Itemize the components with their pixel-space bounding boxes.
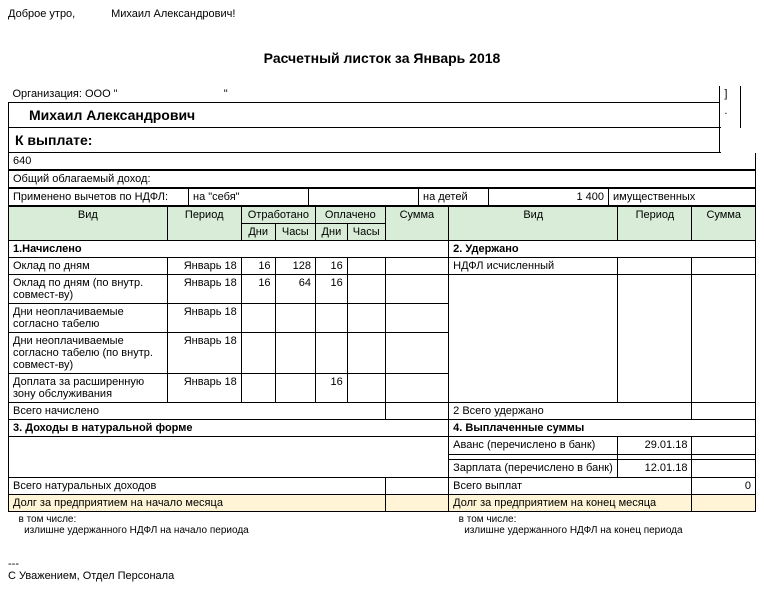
row-odni: 16 <box>241 258 275 275</box>
sect-nach: 1.Начислено <box>9 241 449 258</box>
row-period: Январь 18 <box>167 374 241 403</box>
ndfl-self: на "себя" <box>189 189 309 206</box>
debt-start: Долг за предприятием на начало месяца <box>9 495 386 512</box>
total-vypl-val: 0 <box>692 478 756 495</box>
row-sum <box>385 275 448 304</box>
row-pchasy <box>347 275 385 304</box>
sect-vypl: 4. Выплаченные суммы <box>449 420 756 437</box>
row-pchasy <box>347 258 385 275</box>
ndfl-label: Применено вычетов по НДФЛ: <box>9 189 189 206</box>
ndfl-prop-amount: 1 400 <box>489 189 609 206</box>
greeting-hello: Доброе утро, <box>8 8 108 20</box>
row-pdni: 16 <box>316 258 348 275</box>
debt-ndfl-end: излишне удержанного НДФЛ на конец период… <box>464 525 682 536</box>
row-pdni: 16 <box>316 275 348 304</box>
sect-nat: 3. Доходы в натуральной форме <box>9 420 449 437</box>
row-vid: Оклад по дням <box>9 258 168 275</box>
row-pdni: 16 <box>316 374 348 403</box>
vypl-sum <box>692 460 756 478</box>
vypl-period: 12.01.18 <box>618 460 692 478</box>
total-nat-val <box>385 478 448 495</box>
hdr-pdni: Дни <box>316 224 348 241</box>
debt-ndfl-start: излишне удержанного НДФЛ на начало перио… <box>24 525 249 536</box>
sect-uder: 2. Удержано <box>449 241 756 258</box>
hdr-otrab: Отработано <box>241 207 315 224</box>
ndfl-row: Применено вычетов по НДФЛ: на "себя" на … <box>8 188 756 206</box>
ndfl-prop-label: имущественных <box>609 189 756 206</box>
debt-tom: в том числе: <box>19 514 77 525</box>
hdr-period-l: Период <box>167 207 241 241</box>
document-title: Расчетный листок за Январь 2018 <box>8 50 756 66</box>
debt-end: Долг за предприятием на конец месяца <box>449 495 692 512</box>
ndfl-children: на детей <box>419 189 489 206</box>
row-period: Январь 18 <box>167 304 241 333</box>
row-ochasy: 64 <box>275 275 315 304</box>
taxable-row: Общий облагаемый доход: <box>8 170 756 188</box>
hdr-odni: Дни <box>241 224 275 241</box>
total-uder-val <box>692 403 756 420</box>
hdr-ochasy: Часы <box>275 224 315 241</box>
row-period: Январь 18 <box>167 275 241 304</box>
total-uder: Всего удержано <box>462 405 543 417</box>
hdr-pchasy: Часы <box>347 224 385 241</box>
uder-vid: НДФЛ исчисленный <box>449 258 618 275</box>
uder-sum <box>692 258 756 275</box>
row-odni: 16 <box>241 275 275 304</box>
vypl-sum <box>692 437 756 455</box>
total-vypl: Всего выплат <box>449 478 692 495</box>
debt-tom-r: в том числе: <box>459 514 517 525</box>
hdr-sum-l: Сумма <box>385 207 448 241</box>
greeting: Доброе утро, Михаил Александрович! <box>8 8 756 20</box>
hdr-vid-l: Вид <box>9 207 168 241</box>
row-period: Январь 18 <box>167 258 241 275</box>
row-vid: Оклад по дням (по внутр. совмест-ву) <box>9 275 168 304</box>
hdr-opl: Оплачено <box>316 207 386 224</box>
uder-period <box>618 258 692 275</box>
row-640: 640 <box>9 153 756 170</box>
kvyplate-label: К выплате: <box>15 132 92 148</box>
header-block: Организация: ООО " " ] Михаил Александро… <box>8 86 756 153</box>
row-period: Январь 18 <box>167 333 241 374</box>
hdr-period-r: Период <box>618 207 692 241</box>
vypl-period: 29.01.18 <box>618 437 692 455</box>
row-ochasy: 128 <box>275 258 315 275</box>
info-block: 640 <box>8 153 756 170</box>
row-vid: Дни неоплачиваемые согласно табелю <box>9 304 168 333</box>
hdr-vid-r: Вид <box>449 207 618 241</box>
total-nach: Всего начислено <box>9 403 386 420</box>
total-uder-n: 2 <box>453 405 459 417</box>
footer-dash: --- <box>8 558 756 570</box>
org-quote-close: " <box>224 88 228 100</box>
row-vid: Дни неоплачиваемые согласно табелю (по в… <box>9 333 168 374</box>
org-label: Организация: ООО " <box>13 88 118 100</box>
employee-name: Михаил Александрович <box>9 103 720 128</box>
taxable-label: Общий облагаемый доход: <box>9 171 756 188</box>
total-nat: Всего натуральных доходов <box>9 478 386 495</box>
vypl-vid: Зарплата (перечислено в банк) <box>449 460 618 478</box>
total-nach-val <box>385 403 448 420</box>
vypl-vid: Аванс (перечислено в банк) <box>449 437 618 455</box>
footer-sign: С Уважением, Отдел Персонала <box>8 570 756 582</box>
main-table: Вид Период Отработано Оплачено Сумма Вид… <box>8 206 756 538</box>
hdr-sum-r: Сумма <box>692 207 756 241</box>
row-vid: Доплата за расширенную зону обслуживания <box>9 374 168 403</box>
greeting-name: Михаил Александрович! <box>111 8 235 20</box>
row-sum <box>385 258 448 275</box>
